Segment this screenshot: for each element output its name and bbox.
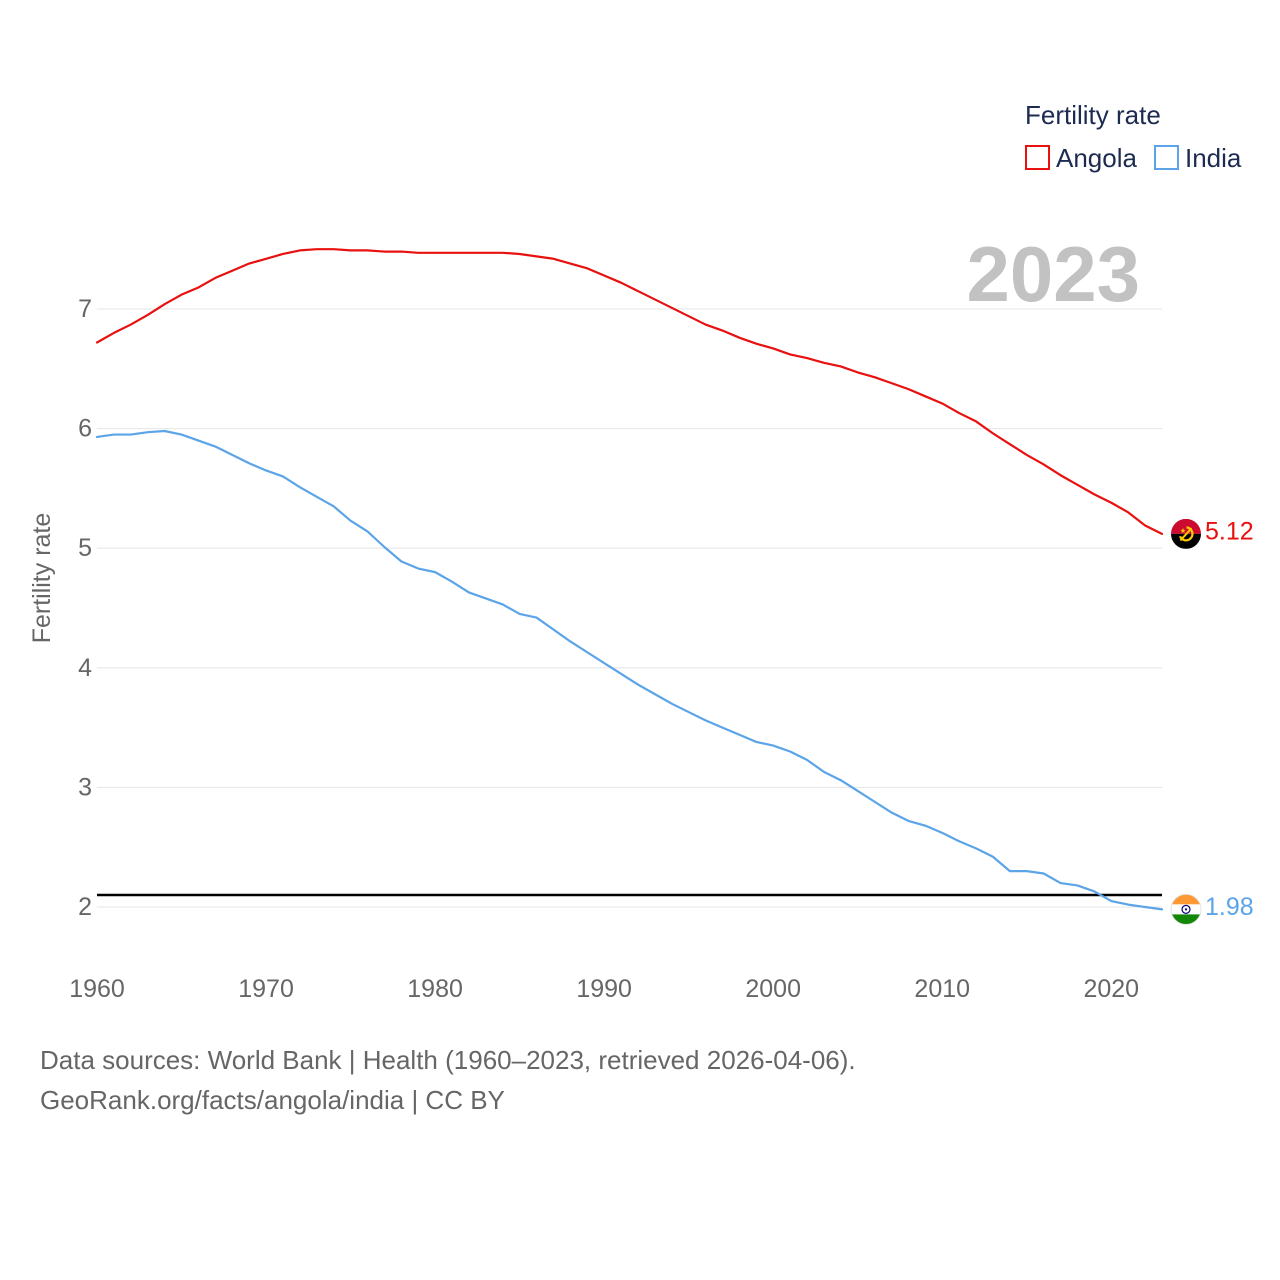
angola-flag-red-band: [1171, 518, 1201, 534]
series-lines: [95, 248, 1164, 911]
footer-sources: Data sources: World Bank | Health (1960–…: [40, 1045, 856, 1075]
x-tick-label-2010: 2010: [914, 975, 970, 1003]
x-tick-label-2020: 2020: [1083, 975, 1139, 1003]
y-tick-label-3: 3: [78, 773, 92, 801]
india-flag-green-band: [1171, 914, 1201, 925]
y-tick-label-7: 7: [78, 295, 92, 323]
india-flag-icon: [1170, 893, 1202, 925]
end-labels: 5.12 1.98: [1205, 517, 1254, 921]
legend-item-india[interactable]: India: [1154, 143, 1242, 173]
y-axis: 2 3 4 5 6 7: [78, 295, 92, 921]
series-line-india: [95, 429, 1164, 911]
y-tick-label-2: 2: [78, 893, 92, 921]
angola-flag-machete: [1180, 527, 1192, 541]
series-line-angola: [95, 248, 1164, 535]
y-tick-label-5: 5: [78, 534, 92, 562]
legend-label-angola: Angola: [1056, 143, 1137, 173]
x-tick-label-1970: 1970: [238, 975, 294, 1003]
legend-swatch-angola: [1025, 145, 1050, 170]
legend-item-angola[interactable]: Angola: [1025, 143, 1137, 173]
india-flag-body: [1171, 894, 1201, 925]
x-tick-label-1960: 1960: [69, 975, 125, 1003]
x-tick-label-1980: 1980: [407, 975, 463, 1003]
x-tick-label-1990: 1990: [576, 975, 632, 1003]
legend: Fertility rate Angola India: [1025, 100, 1242, 173]
india-flag-outline: [1170, 893, 1202, 925]
india-flag-chakra-hub: [1184, 908, 1188, 911]
end-label-angola: 5.12: [1205, 517, 1254, 545]
angola-flag-body: [1171, 518, 1201, 549]
legend-title: Fertility rate: [1025, 100, 1161, 130]
legend-swatch-india: [1154, 145, 1179, 170]
end-label-india: 1.98: [1205, 893, 1254, 921]
y-axis-label: Fertility rate: [28, 513, 56, 644]
x-axis: 1960 1970 1980 1990 2000 2010 2020: [69, 975, 1139, 1003]
y-tick-label-6: 6: [78, 415, 92, 443]
angola-flag-icon: [1171, 518, 1201, 549]
footer-attribution: GeoRank.org/facts/angola/india | CC BY: [40, 1085, 505, 1115]
angola-flag-star: [1180, 527, 1186, 534]
year-label: 2023: [966, 230, 1140, 318]
india-flag-saffron-band: [1171, 894, 1201, 905]
legend-label-india: India: [1185, 143, 1242, 173]
x-tick-label-2000: 2000: [745, 975, 801, 1003]
y-tick-label-4: 4: [78, 654, 92, 682]
india-flag-chakra: [1181, 904, 1191, 914]
